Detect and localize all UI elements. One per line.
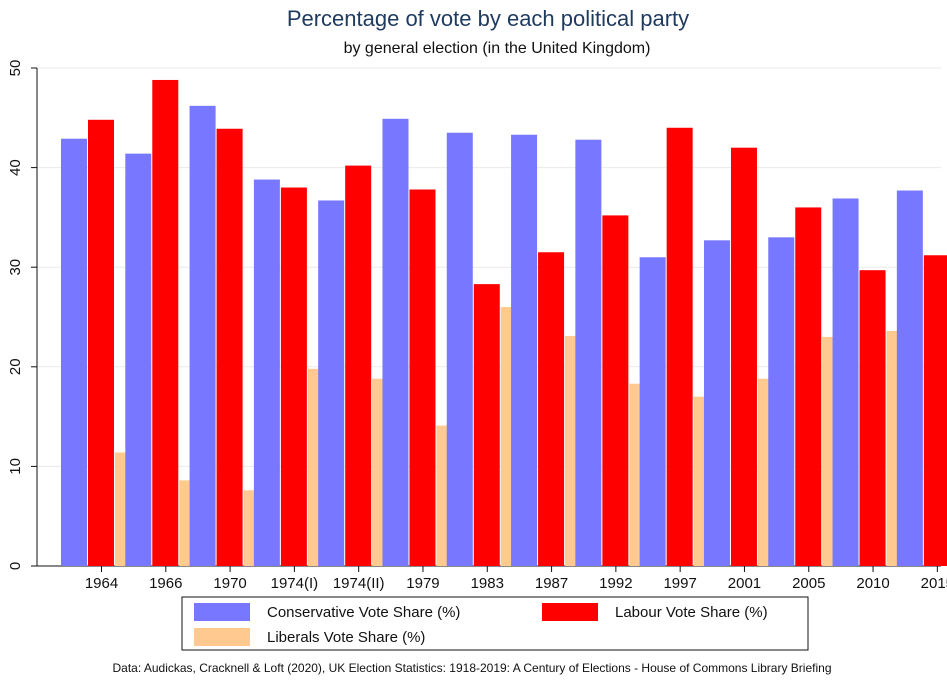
bar-conservative xyxy=(382,118,409,567)
bar-conservative xyxy=(318,200,345,566)
source-note: Data: Audickas, Cracknell & Loft (2020),… xyxy=(112,661,831,675)
x-tick-label: 1979 xyxy=(406,575,439,592)
legend: Conservative Vote Share (%) Labour Vote S… xyxy=(181,596,809,651)
x-tick-label: 1974(I) xyxy=(271,575,319,592)
bar-labour xyxy=(795,207,822,566)
bar-labour xyxy=(859,270,886,566)
chart-title: Percentage of vote by each political par… xyxy=(287,6,689,31)
x-tick-label: 2015 xyxy=(921,575,947,592)
legend-label: Conservative Vote Share (%) xyxy=(267,604,460,621)
bar-labour xyxy=(602,215,629,566)
chart-subtitle: by general election (in the United Kingd… xyxy=(344,40,651,57)
bar-labour xyxy=(473,284,500,566)
plot-area: 0 10 20 30 40 50 1964 1966 1970 1974(I) 1974(II) 19… xyxy=(7,60,947,592)
y-tick-label: 20 xyxy=(7,358,24,375)
bar-conservative xyxy=(575,139,602,566)
x-tick-label: 1992 xyxy=(599,575,632,592)
bar-labour xyxy=(923,255,947,567)
bar-labour xyxy=(409,189,436,566)
bar-conservative xyxy=(703,240,730,567)
bar-conservative xyxy=(125,153,152,566)
y-tick-label: 30 xyxy=(7,259,24,276)
bar-labour xyxy=(280,187,307,566)
legend-label: Liberals Vote Share (%) xyxy=(267,629,425,646)
x-tick-label: 1983 xyxy=(471,575,504,592)
x-tick-label: 1997 xyxy=(663,575,696,592)
legend-swatch xyxy=(194,603,250,621)
bar-labour xyxy=(216,128,243,567)
x-tick-label: 1974(II) xyxy=(333,575,385,592)
legend-box xyxy=(181,596,809,651)
legend-swatch xyxy=(194,628,250,646)
y-tick-label: 0 xyxy=(7,562,24,570)
bar-conservative xyxy=(768,237,795,566)
x-tick-label: 1966 xyxy=(149,575,182,592)
bar-conservative xyxy=(832,198,859,566)
bar-labour xyxy=(152,79,179,567)
bar-labour xyxy=(730,147,757,566)
bar-conservative xyxy=(896,190,923,566)
bar-conservative xyxy=(511,134,538,566)
y-tick-label: 40 xyxy=(7,159,24,176)
x-tick-label: 1964 xyxy=(85,575,118,592)
bar-labour xyxy=(345,165,372,566)
y-tick-label: 50 xyxy=(7,60,24,77)
legend-swatch xyxy=(542,603,598,621)
legend-label: Labour Vote Share (%) xyxy=(615,604,768,621)
x-tick-label: 2010 xyxy=(856,575,889,592)
bar-labour xyxy=(666,127,693,566)
x-tick-label: 1970 xyxy=(213,575,246,592)
bar-conservative xyxy=(189,105,216,567)
x-tick-label: 1987 xyxy=(535,575,568,592)
bar-labour xyxy=(88,119,114,567)
bar-conservative xyxy=(61,138,87,566)
x-tick-label: 2001 xyxy=(728,575,761,592)
bar-conservative xyxy=(446,132,473,567)
bar-conservative xyxy=(639,257,666,566)
y-tick-label: 10 xyxy=(7,458,24,475)
bar-conservative xyxy=(253,179,280,566)
x-tick-label: 2005 xyxy=(792,575,825,592)
bar-labour xyxy=(538,252,565,566)
